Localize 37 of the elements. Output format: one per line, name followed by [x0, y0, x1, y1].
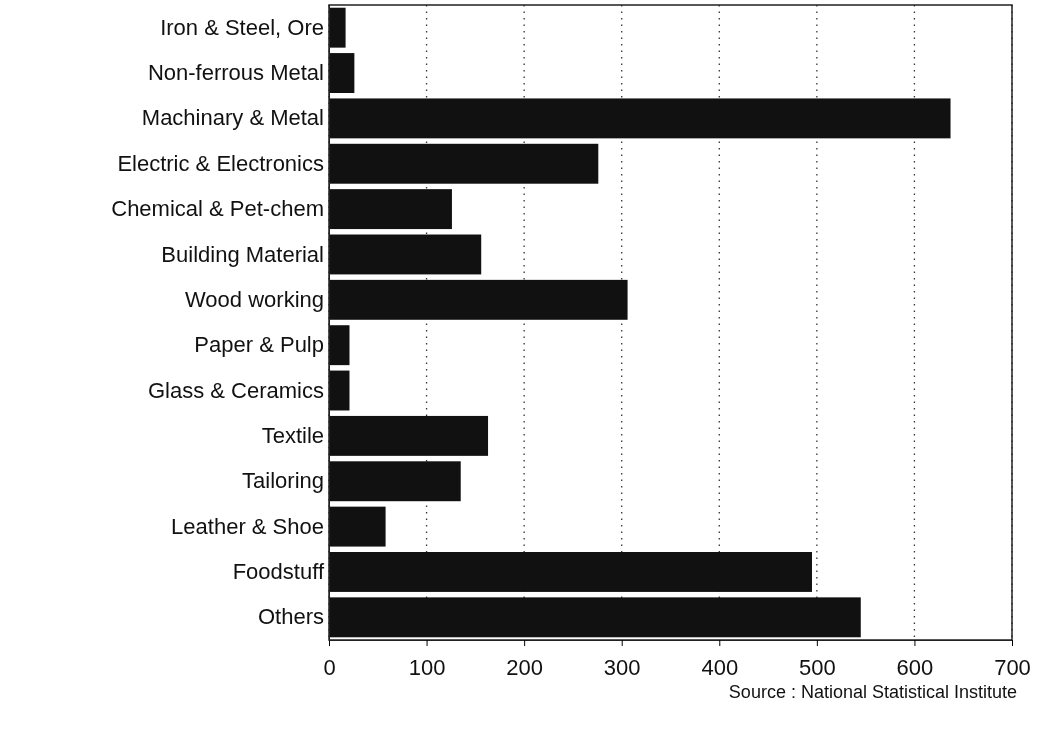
y-tick-label: Machinary & Metal — [141, 105, 324, 131]
bar — [329, 461, 461, 502]
bar — [329, 279, 628, 320]
y-tick-label: Iron & Steel, Ore — [160, 14, 324, 40]
y-tick-label: Glass & Ceramics — [147, 377, 324, 403]
bar — [329, 370, 350, 411]
x-tick-label: 400 — [701, 655, 739, 681]
bar — [329, 234, 482, 275]
y-tick-label: Non-ferrous Metal — [147, 60, 324, 86]
x-tick-label: 300 — [603, 655, 641, 681]
bar — [329, 597, 861, 638]
x-tick-label: 200 — [506, 655, 543, 681]
bar — [329, 506, 386, 547]
bar — [329, 98, 951, 139]
y-tick-label: Wood working — [185, 286, 324, 312]
y-tick-label: Foodstuff — [232, 559, 325, 584]
x-tick-label: 600 — [896, 655, 934, 681]
bar — [329, 53, 355, 93]
y-tick-label: Leather & Shoe — [171, 513, 324, 539]
bar — [329, 7, 346, 48]
bar — [329, 143, 599, 184]
y-tick-label: Electric & Electronics — [117, 150, 324, 176]
y-tick-label: Tailoring — [242, 468, 324, 494]
x-tick-label: 700 — [994, 655, 1031, 681]
y-tick-label: Chemical & Pet-chem — [111, 196, 324, 222]
x-tick-label: 100 — [408, 655, 446, 681]
bar — [329, 415, 489, 456]
y-tick-label: Textile — [261, 422, 324, 448]
x-tick-label: 500 — [799, 655, 836, 681]
bar — [329, 325, 350, 366]
y-tick-label: Building Material — [161, 241, 324, 267]
y-tick-label: Paper & Pulp — [194, 332, 324, 358]
bar — [329, 189, 452, 230]
bar — [329, 552, 812, 592]
x-tick-label: 0 — [323, 655, 336, 681]
source-note: Source : National Statistical Institute — [728, 682, 1017, 702]
y-tick-label: Others — [257, 604, 324, 630]
